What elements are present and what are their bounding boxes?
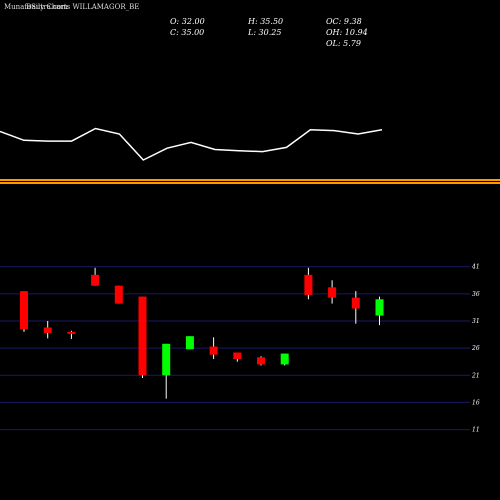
candle-body xyxy=(351,297,360,309)
chart-title: Daily Charts WILLAMAGOR_BE xyxy=(26,3,140,11)
price-line xyxy=(0,127,383,161)
candle-body xyxy=(43,327,52,333)
candle-body xyxy=(209,346,218,355)
candle-body xyxy=(328,287,337,298)
stat-oc: OC: 9.38 xyxy=(326,17,362,26)
separator-line xyxy=(0,179,500,181)
candle-body xyxy=(67,331,76,334)
candle-body xyxy=(91,274,100,286)
candle-body xyxy=(138,296,147,376)
candle-body xyxy=(162,343,171,376)
y-tick-label: 16 xyxy=(472,399,480,406)
stat-ol: OL: 5.79 xyxy=(326,39,361,48)
chart-header: MunafaSutra.com Daily Charts WILLAMAGOR_… xyxy=(4,3,139,11)
candle-body xyxy=(304,274,313,295)
candle-body xyxy=(20,291,28,330)
stat-close: C: 35.00 xyxy=(170,28,205,37)
y-tick-label: 36 xyxy=(472,291,480,298)
y-tick-label: 11 xyxy=(472,427,480,434)
stat-open: O: 32.00 xyxy=(170,17,205,26)
stat-oh: OH: 10.94 xyxy=(326,28,368,37)
stat-low: L: 30.25 xyxy=(248,28,282,37)
source-label: MunafaSutra.com xyxy=(4,3,68,11)
candle-body xyxy=(114,285,123,304)
separator-line xyxy=(0,182,500,184)
y-tick-label: 41 xyxy=(471,264,480,271)
stat-high: H: 35.50 xyxy=(248,17,284,26)
candle-body xyxy=(257,357,265,365)
y-tick-label: 21 xyxy=(471,372,480,379)
candle-body xyxy=(233,352,242,359)
y-tick-label: 26 xyxy=(471,345,480,352)
candle-body xyxy=(375,299,384,316)
y-tick-label: 31 xyxy=(472,318,480,325)
candle-body xyxy=(185,336,194,350)
candle-body xyxy=(280,353,289,365)
